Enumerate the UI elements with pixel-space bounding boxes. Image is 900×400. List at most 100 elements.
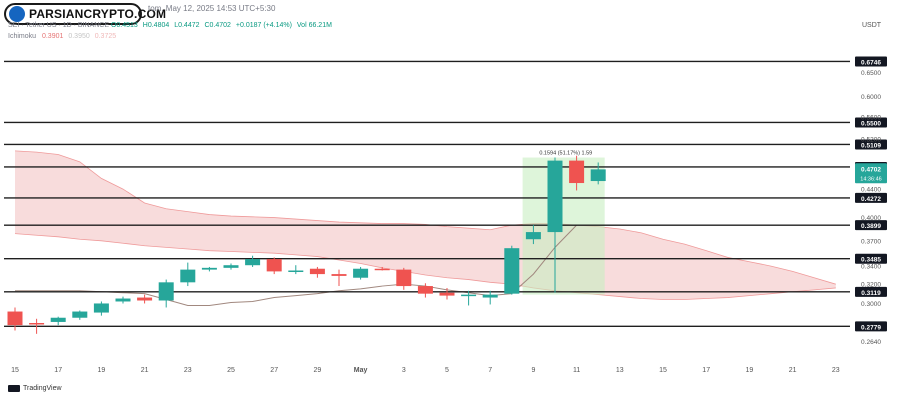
level-label: 0.3899 <box>861 223 881 230</box>
candle <box>7 307 23 331</box>
candle <box>417 283 433 298</box>
candle-body <box>309 268 325 275</box>
y-tick-label: 0.3700 <box>861 238 881 245</box>
indicator-legend[interactable]: Ichimoku 0.3901 0.3950 0.3725 <box>8 33 116 40</box>
candle <box>525 225 541 245</box>
candle-body <box>158 282 174 301</box>
x-tick-label: 15 <box>11 367 19 374</box>
x-tick-label: 7 <box>488 367 492 374</box>
cloud-upper-edge <box>14 150 836 285</box>
x-tick-label: 11 <box>573 367 580 374</box>
candle <box>72 310 88 320</box>
candle-body <box>331 274 347 276</box>
range-annotation: 0.1594 (51.17%) 1.59 <box>539 151 592 157</box>
header-timestamp: tom, May 12, 2025 14:53 UTC+5:30 <box>148 4 276 13</box>
x-tick-label: 13 <box>616 367 624 374</box>
candle-body <box>525 232 541 240</box>
x-tick-label: 17 <box>702 367 710 374</box>
last-price-tag <box>855 163 887 184</box>
level-label: 0.5500 <box>861 120 881 127</box>
level-label-bg <box>855 139 887 150</box>
level-label: 0.3485 <box>861 257 881 264</box>
candle-body <box>266 259 282 272</box>
indicator-value-1: 0.3901 <box>41 33 64 40</box>
candle-body <box>288 270 304 273</box>
x-tick-label: 19 <box>746 367 754 374</box>
x-tick-label: 3 <box>402 367 406 374</box>
x-tick-label: 21 <box>141 367 149 374</box>
symbol-prefix: SEI · Tether US · 1D · BINANCE <box>8 22 110 29</box>
watermark-text: PARSIANCRYPTO.COM <box>29 7 167 21</box>
ohlc-open: O0.4513 <box>110 22 138 29</box>
y-tick-label: 0.6500 <box>861 70 881 77</box>
level-label-bg <box>855 117 887 128</box>
candle <box>29 318 45 334</box>
cloud-lower-edge <box>14 233 836 300</box>
candle <box>590 162 606 185</box>
candle-body <box>201 267 217 270</box>
candle <box>180 262 196 287</box>
x-tick-label: 21 <box>789 367 797 374</box>
y-tick-label: 0.3200 <box>861 282 881 289</box>
tradingview-logo-icon <box>8 385 20 392</box>
x-tick-label: 25 <box>227 367 235 374</box>
candle-body <box>72 311 88 318</box>
candle-body <box>569 160 585 184</box>
y-tick-label: 0.5600 <box>861 115 881 122</box>
ohlc-high: H0.4804 <box>142 22 170 29</box>
candle-body <box>137 297 153 301</box>
x-tick-label: 5 <box>445 367 449 374</box>
candle-body <box>180 269 196 283</box>
x-tick-label: 29 <box>314 367 322 374</box>
level-label-bg <box>855 321 887 332</box>
level-label-bg <box>855 56 887 67</box>
level-label: 0.2779 <box>861 324 881 331</box>
y-tick-label: 0.6000 <box>861 94 881 101</box>
candle <box>439 287 455 300</box>
indicator-value-3: 0.3725 <box>94 33 117 40</box>
x-tick-label: 15 <box>659 367 667 374</box>
candle-body <box>504 248 520 294</box>
x-tick-label: 9 <box>531 367 535 374</box>
candle <box>266 257 282 275</box>
level-label-bg <box>855 286 887 297</box>
candle-body <box>417 286 433 294</box>
candle <box>482 290 498 305</box>
logo-icon <box>9 6 25 22</box>
candle <box>115 296 131 304</box>
axis-unit: USDT <box>862 22 882 29</box>
x-tick-label: 27 <box>270 367 278 374</box>
watermark-badge: PARSIANCRYPTO.COM <box>4 3 166 25</box>
candle-body <box>115 298 131 302</box>
candle-body <box>93 303 109 313</box>
candle-body <box>461 294 477 297</box>
ohlc-change: +0.0187 (+4.14%) <box>235 22 292 29</box>
x-tick-label: 23 <box>832 367 840 374</box>
candle <box>309 266 325 278</box>
candle <box>353 266 369 280</box>
candle-body <box>547 160 563 233</box>
candle-body <box>439 292 455 296</box>
y-tick-label: 0.3000 <box>861 301 881 308</box>
candle-body <box>590 169 606 182</box>
candle <box>461 290 477 306</box>
ohlc-low: L0.4472 <box>174 22 200 29</box>
candle <box>331 269 347 287</box>
candle <box>137 294 153 304</box>
candle <box>93 301 109 316</box>
x-tick-label: 19 <box>98 367 106 374</box>
y-tick-label: 0.4400 <box>861 187 881 194</box>
tradingview-brand[interactable]: TradingView <box>8 385 62 392</box>
x-tick-label: May <box>354 367 368 374</box>
y-tick-label: 0.3400 <box>861 264 881 271</box>
ohlc-close: C0.4702 <box>204 22 231 29</box>
y-tick-label: 0.4000 <box>861 215 881 222</box>
candle <box>569 155 585 191</box>
ohlc-legend: SEI · Tether US · 1D · BINANCE O0.4513 H… <box>8 22 335 29</box>
candle-body <box>223 265 239 268</box>
level-label-bg <box>855 220 887 231</box>
y-tick-label: 0.2640 <box>861 339 881 346</box>
y-tick-label: 0.5200 <box>861 137 881 144</box>
bar-countdown: 14:36:46 <box>860 176 881 182</box>
